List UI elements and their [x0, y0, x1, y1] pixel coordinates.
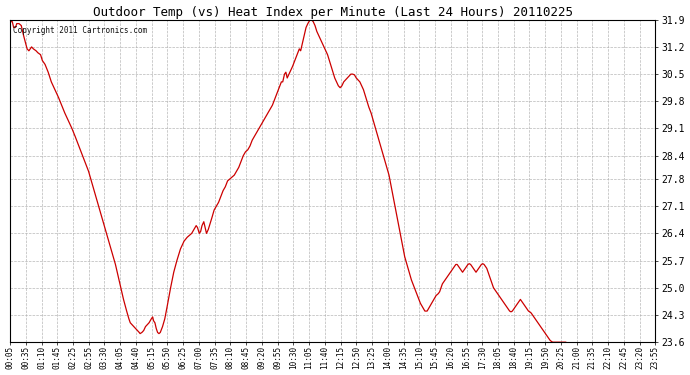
Title: Outdoor Temp (vs) Heat Index per Minute (Last 24 Hours) 20110225: Outdoor Temp (vs) Heat Index per Minute … [92, 6, 573, 18]
Text: Copyright 2011 Cartronics.com: Copyright 2011 Cartronics.com [13, 26, 148, 35]
